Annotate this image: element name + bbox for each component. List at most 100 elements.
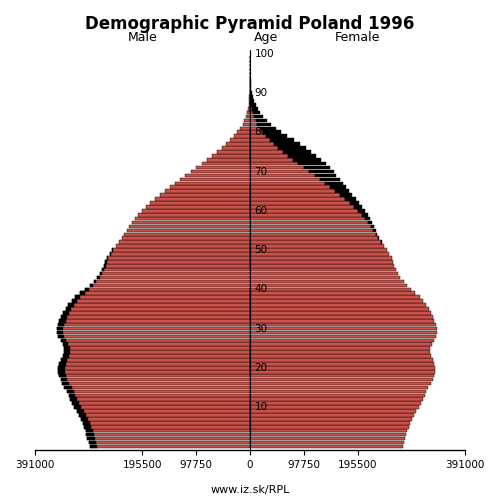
Bar <box>77 409 250 413</box>
Bar <box>107 256 108 260</box>
Bar <box>250 425 408 428</box>
Bar <box>60 362 66 366</box>
Bar <box>64 346 70 350</box>
Bar <box>250 370 435 374</box>
Bar <box>250 307 429 311</box>
Bar <box>135 217 250 220</box>
Bar <box>250 386 428 390</box>
Bar <box>62 382 70 386</box>
Bar <box>94 280 250 283</box>
Bar <box>358 209 365 212</box>
Bar <box>248 107 250 110</box>
Bar <box>212 154 250 158</box>
Bar <box>66 307 71 311</box>
Bar <box>250 232 376 236</box>
Bar <box>90 284 250 287</box>
Bar <box>66 390 250 393</box>
Bar <box>258 122 271 126</box>
Bar <box>250 315 433 318</box>
Bar <box>250 205 354 208</box>
Bar <box>381 240 382 244</box>
Bar <box>56 330 250 334</box>
Bar <box>250 358 433 362</box>
Bar <box>298 162 326 166</box>
Bar <box>310 170 334 173</box>
Bar <box>81 417 88 420</box>
Bar <box>222 146 250 150</box>
Bar <box>250 217 365 220</box>
Bar <box>344 197 356 201</box>
Bar <box>160 194 250 197</box>
Bar <box>58 323 250 326</box>
Bar <box>62 382 250 386</box>
Bar <box>80 292 250 295</box>
Bar <box>72 402 78 405</box>
Bar <box>250 323 436 326</box>
Bar <box>250 402 422 405</box>
Bar <box>88 440 250 444</box>
Bar <box>250 406 418 409</box>
Bar <box>250 390 426 393</box>
Bar <box>102 268 250 272</box>
Bar <box>251 99 254 102</box>
Bar <box>66 390 74 393</box>
Bar <box>105 260 250 264</box>
Bar <box>250 382 430 386</box>
Bar <box>60 338 66 342</box>
Bar <box>156 197 250 201</box>
Bar <box>250 440 404 444</box>
Bar <box>86 288 250 291</box>
Bar <box>250 433 406 436</box>
Bar <box>354 205 362 208</box>
Bar <box>250 342 432 346</box>
Text: Age: Age <box>254 31 278 44</box>
Bar <box>320 178 340 181</box>
Bar <box>72 402 250 405</box>
Bar <box>242 122 250 126</box>
Bar <box>142 209 250 212</box>
Bar <box>250 300 424 303</box>
Bar <box>278 146 305 150</box>
Bar <box>250 174 315 178</box>
Bar <box>190 170 250 173</box>
Bar <box>250 142 274 146</box>
Bar <box>250 276 400 280</box>
Bar <box>64 350 250 354</box>
Bar <box>97 276 100 280</box>
Bar <box>250 413 414 417</box>
Bar <box>64 311 250 314</box>
Bar <box>250 236 378 240</box>
Bar <box>250 88 252 91</box>
Bar <box>250 182 326 185</box>
Bar <box>250 444 403 448</box>
Bar <box>105 260 108 264</box>
Bar <box>64 350 70 354</box>
Bar <box>90 444 250 448</box>
Bar <box>138 213 250 216</box>
Bar <box>61 315 250 318</box>
Bar <box>132 221 250 224</box>
Bar <box>90 444 97 448</box>
Bar <box>68 303 74 307</box>
Bar <box>252 103 256 106</box>
Bar <box>63 354 69 358</box>
Bar <box>60 362 250 366</box>
Bar <box>174 182 250 185</box>
Text: 70: 70 <box>254 166 268 176</box>
Bar <box>60 378 250 382</box>
Text: Male: Male <box>128 31 157 44</box>
Bar <box>58 366 65 370</box>
Bar <box>250 311 430 314</box>
Bar <box>180 178 250 181</box>
Bar <box>250 338 434 342</box>
Bar <box>250 201 350 205</box>
Bar <box>253 111 260 114</box>
Text: 10: 10 <box>254 402 268 412</box>
Bar <box>104 264 250 268</box>
Bar <box>250 99 251 102</box>
Bar <box>250 272 398 276</box>
Bar <box>230 138 250 142</box>
Bar <box>254 115 263 118</box>
Bar <box>61 315 67 318</box>
Bar <box>56 330 63 334</box>
